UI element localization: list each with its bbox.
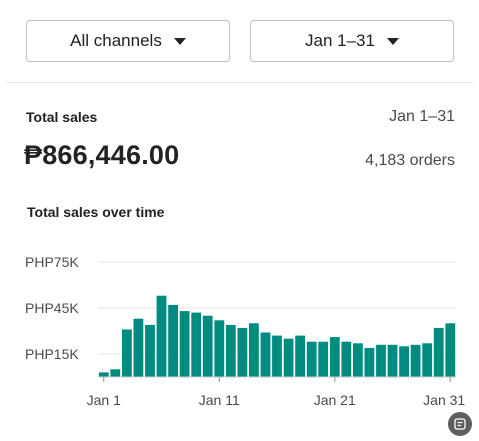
y-tick-label: PHP15K [25,346,79,362]
bar-day-7[interactable] [168,304,178,377]
bar-day-27[interactable] [399,346,409,377]
channel-selector-label: All channels [70,31,162,50]
channel-selector[interactable]: All channels [26,20,230,62]
bar-day-11[interactable] [214,320,225,377]
bar-day-4[interactable] [133,318,144,377]
bar-day-24[interactable] [364,347,375,377]
x-tick-label: Jan 31 [423,392,465,408]
bar-day-12[interactable] [225,324,236,377]
x-tick-label: Jan 21 [314,392,356,408]
filter-bar: All channels Jan 1–31 [0,0,479,82]
bar-day-10[interactable] [202,315,213,377]
x-tick-label: Jan 1 [87,392,121,408]
bar-day-25[interactable] [376,344,386,377]
bar-day-20[interactable] [318,341,329,377]
bar-day-21[interactable] [329,337,340,377]
total-sales-value: ₱866,446.00 [24,140,180,170]
bar-day-26[interactable] [387,344,398,377]
bar-day-18[interactable] [295,335,305,377]
bar-day-31[interactable] [445,323,456,377]
bar-day-29[interactable] [422,343,433,377]
bar-day-5[interactable] [145,324,155,377]
bar-day-19[interactable] [306,341,317,377]
bar-day-1[interactable] [98,372,109,377]
date-range-selector[interactable]: Jan 1–31 [250,20,454,62]
bar-day-13[interactable] [237,327,248,377]
bar-day-9[interactable] [191,312,202,377]
feedback-button[interactable] [448,412,472,436]
orders-count: 4,183 orders [365,152,455,169]
bar-day-15[interactable] [260,332,271,378]
y-tick-label: PHP45K [25,300,79,316]
bar-day-28[interactable] [410,344,421,377]
bar-day-22[interactable] [341,341,352,377]
x-tick-label: Jan 11 [199,392,240,408]
bar-day-17[interactable] [283,338,294,377]
caret-down-icon [386,37,399,45]
summary-range: Jan 1–31 [389,108,455,125]
sales-bar-chart: PHP75K PHP45K PHP15K Jan 1 Jan 11 Jan 21 Jan 3… [25,254,465,408]
bar-day-3[interactable] [122,329,132,378]
bar-day-16[interactable] [272,335,282,377]
bar-day-14[interactable] [249,323,259,377]
date-range-selector-label: Jan 1–31 [305,31,375,50]
bar-day-6[interactable] [156,295,167,377]
caret-down-icon [173,37,186,45]
chart-title: Total sales over time [27,204,165,220]
section-divider [6,82,473,83]
total-sales-label: Total sales [26,109,98,125]
bar-day-2[interactable] [110,369,121,377]
bar-day-23[interactable] [353,343,363,377]
bar-day-30[interactable] [433,327,444,377]
y-tick-label: PHP75K [25,254,79,270]
feedback-icon [454,418,466,430]
bar-day-8[interactable] [179,311,190,377]
